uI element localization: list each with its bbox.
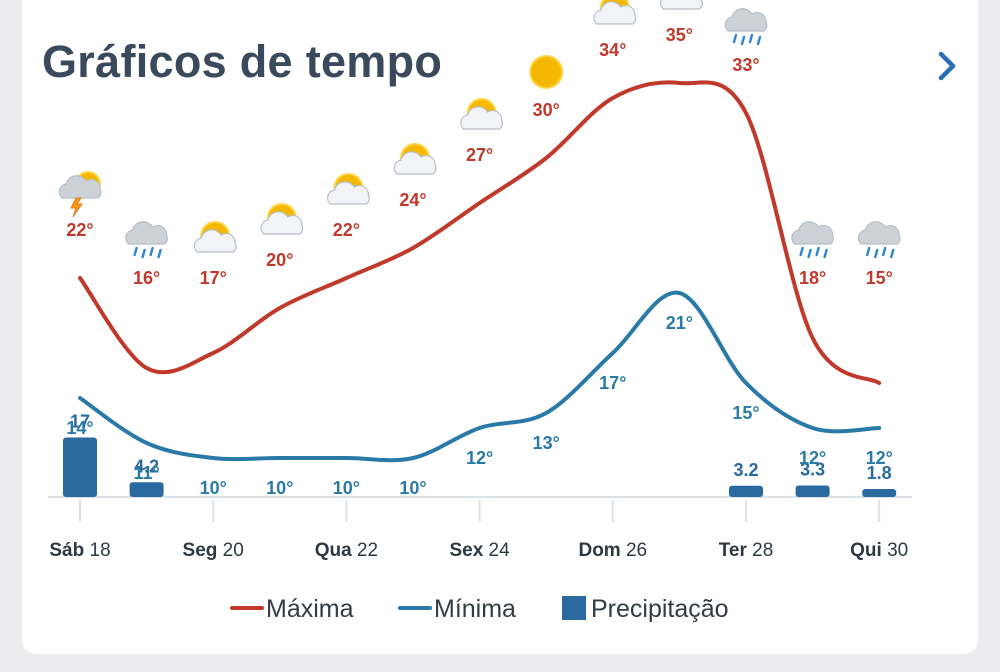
legend-max-label: Máxima bbox=[266, 595, 354, 623]
min-temp-label: 12° bbox=[866, 448, 893, 468]
min-temp-label: 14° bbox=[66, 418, 93, 438]
min-temp-label: 21° bbox=[666, 313, 693, 333]
max-temp-line bbox=[78, 80, 882, 385]
precip-bar bbox=[729, 485, 763, 497]
legend-min-label: Mínima bbox=[434, 595, 516, 623]
partly-cloudy-icon bbox=[460, 98, 504, 130]
rain-icon bbox=[791, 221, 835, 259]
max-temp-label: 17° bbox=[200, 268, 227, 288]
max-temp-label: 24° bbox=[399, 190, 426, 210]
precip-bar bbox=[795, 485, 830, 497]
max-temp-label: 35° bbox=[666, 25, 693, 45]
min-temp-label: 10° bbox=[266, 478, 293, 498]
min-temp-label: 13° bbox=[533, 433, 560, 453]
x-tick-label: Qui 30 bbox=[850, 540, 908, 561]
max-temp-label: 15° bbox=[866, 268, 893, 288]
max-temp-label: 27° bbox=[466, 145, 493, 165]
precip-bar bbox=[63, 437, 97, 497]
precip-value-label: 3.3 bbox=[800, 459, 825, 479]
rain-icon bbox=[857, 221, 901, 259]
sun-icon bbox=[529, 55, 564, 89]
partly-cloudy-icon bbox=[260, 203, 304, 235]
x-tick-label: Sex 24 bbox=[449, 540, 510, 561]
max-temp-label: 30° bbox=[533, 100, 560, 120]
x-tick-label: Seg 20 bbox=[183, 540, 244, 561]
precip-bar bbox=[862, 489, 897, 497]
x-tick-label: Qua 22 bbox=[315, 540, 378, 561]
x-tick-label: Ter 28 bbox=[719, 540, 774, 561]
max-temp-label: 22° bbox=[333, 220, 360, 240]
max-temp-label: 22° bbox=[66, 220, 93, 240]
min-temp-line bbox=[78, 290, 882, 463]
precip-value-label: 17 bbox=[70, 412, 90, 432]
min-temp-label: 12° bbox=[466, 448, 493, 468]
min-temp-label: 12° bbox=[799, 448, 826, 468]
weather-charts-card bbox=[22, 0, 978, 654]
max-temp-label: 16° bbox=[133, 268, 160, 288]
partly-cloudy-icon bbox=[393, 143, 437, 175]
max-temp-label: 33° bbox=[732, 55, 759, 75]
min-temp-label: 15° bbox=[732, 403, 759, 423]
min-temp-label: 10° bbox=[200, 478, 227, 498]
x-tick-label: Dom 26 bbox=[578, 540, 647, 561]
max-temp-label: 18° bbox=[799, 268, 826, 288]
precip-value-label: 3.2 bbox=[733, 460, 758, 480]
partly-cloudy-icon bbox=[193, 221, 237, 253]
min-temp-label: 11° bbox=[133, 463, 159, 483]
partly-cloudy-icon bbox=[326, 173, 370, 205]
precip-bar bbox=[129, 482, 164, 497]
partly-cloudy-icon bbox=[593, 0, 637, 25]
min-temp-label: 10° bbox=[333, 478, 360, 498]
legend-precip-swatch bbox=[562, 596, 586, 620]
thunderstorm-icon bbox=[58, 171, 102, 218]
precip-value-label: 1.8 bbox=[867, 463, 892, 483]
chevron-right-icon[interactable] bbox=[930, 46, 964, 86]
max-temp-label: 20° bbox=[266, 250, 293, 270]
x-tick-label: Sáb 18 bbox=[49, 540, 110, 561]
rain-icon bbox=[724, 8, 768, 46]
partly-cloudy-icon bbox=[659, 0, 703, 10]
max-temp-label: 34° bbox=[599, 40, 626, 60]
min-temp-label: 10° bbox=[399, 478, 426, 498]
min-temp-label: 17° bbox=[599, 373, 626, 393]
legend-precip-label: Precipitação bbox=[591, 595, 729, 623]
rain-icon bbox=[125, 221, 169, 259]
precip-value-label: 4.2 bbox=[134, 456, 159, 476]
page-title: Gráficos de tempo bbox=[42, 36, 443, 87]
